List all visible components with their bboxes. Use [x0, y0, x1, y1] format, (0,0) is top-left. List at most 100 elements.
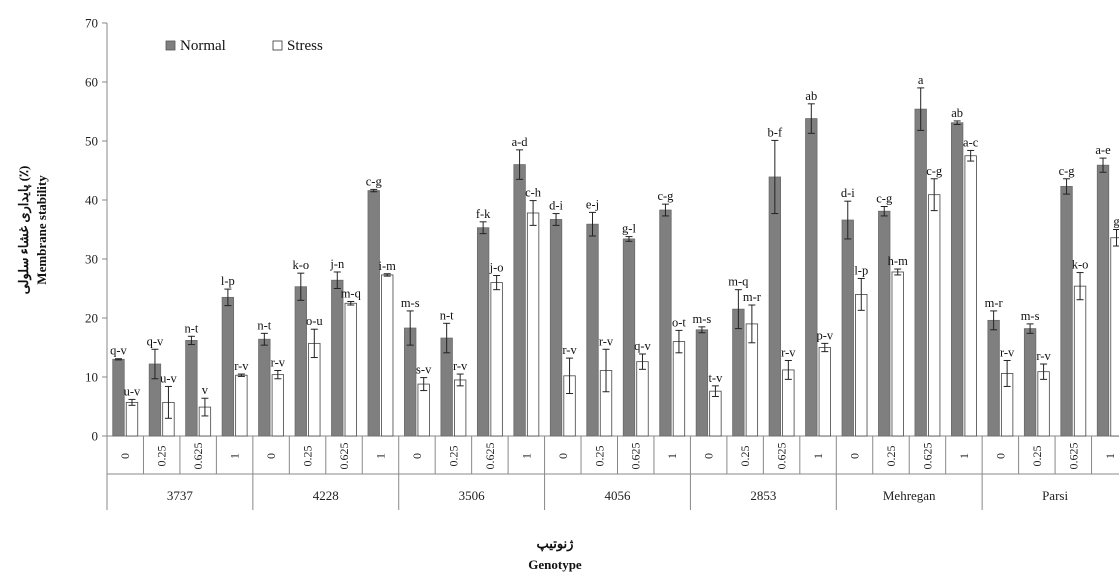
significance-label: c-g: [1059, 164, 1076, 178]
significance-label: k-o: [1072, 258, 1089, 272]
x-level-label: 1: [811, 453, 825, 459]
x-group-label: Parsi: [1042, 488, 1068, 503]
bar-stress: [1110, 237, 1119, 437]
significance-label: ab: [951, 106, 963, 120]
x-group-label: 4228: [313, 488, 339, 503]
x-level-label: 0.25: [301, 446, 315, 467]
bar-normal: [258, 338, 271, 437]
legend-label-stress: Stress: [287, 38, 323, 54]
x-level-label: 0.25: [592, 446, 606, 467]
x-level-label: 0.25: [1030, 446, 1044, 467]
significance-label: c-g: [657, 189, 674, 203]
x-level-label: 0: [993, 453, 1007, 459]
significance-label: m-q: [728, 275, 749, 289]
x-level-label: 0: [702, 453, 716, 459]
significance-label: m-s: [401, 296, 420, 310]
significance-label: c-h: [525, 186, 542, 200]
x-level-label: 0: [410, 453, 424, 459]
x-axis-label-fa: ژنوتیپ: [537, 536, 574, 552]
significance-label: u-v: [160, 371, 177, 385]
significance-label: r-v: [234, 359, 249, 373]
bar-series: q-v u-v q-v u-v n-t v l-p r-v n-t r-v k-o o-u j-n m-q…: [110, 73, 1119, 437]
bar-stress: [490, 282, 503, 437]
significance-label: j-n: [329, 257, 345, 271]
significance-label: r-v: [1036, 349, 1051, 363]
bar-normal: [805, 118, 818, 437]
significance-label: v: [202, 383, 209, 397]
bar-normal: [768, 176, 781, 437]
significance-label: g-l: [622, 222, 636, 236]
significance-label: h-m: [888, 254, 908, 268]
significance-label: u-v: [124, 384, 141, 398]
significance-label: q-v: [147, 334, 164, 348]
significance-label: a-e: [1095, 143, 1111, 157]
bar-normal: [476, 227, 490, 437]
bar-stress: [818, 347, 831, 437]
y-tick-label: 50: [85, 134, 98, 149]
bar-stress: [344, 302, 357, 437]
significance-label: r-v: [562, 343, 577, 357]
bar-normal: [622, 238, 636, 437]
bar-stress: [454, 379, 467, 437]
significance-label: r-v: [599, 334, 614, 348]
significance-label: s-v: [416, 363, 432, 377]
legend-swatch-stress: [272, 40, 283, 51]
bar-stress: [381, 274, 394, 437]
significance-label: n-t: [440, 308, 454, 322]
significance-label: r-v: [1000, 345, 1015, 359]
significance-label: a-c: [963, 135, 979, 149]
bar-stress: [235, 374, 248, 437]
y-tick-label: 60: [85, 75, 98, 90]
significance-label: c-g: [876, 191, 893, 205]
x-level-label: 0.625: [1066, 443, 1080, 470]
x-group-label: Mehregan: [883, 488, 936, 503]
significance-label: f-k: [476, 207, 491, 221]
bar-stress: [271, 374, 284, 437]
y-axis-label-fa: پایداری غشاء سلولی (٪): [16, 166, 32, 295]
bar-stress: [709, 390, 722, 437]
x-axis-label: Genotype: [528, 557, 582, 572]
x-group-label: 3506: [459, 488, 486, 503]
x-level-label: 1: [373, 453, 387, 459]
bar-normal: [294, 286, 307, 437]
y-axis-label: Membrane stability: [34, 175, 49, 285]
legend: Normal Stress: [165, 38, 323, 54]
bar-normal: [841, 219, 854, 437]
bar-normal: [878, 210, 891, 437]
y-tick-label: 20: [85, 311, 98, 326]
significance-label: j-o: [489, 261, 504, 275]
significance-label: m-s: [693, 312, 712, 326]
bar-normal: [586, 223, 599, 437]
y-axis-label-group: پایداری غشاء سلولی (٪) Membrane stabilit…: [16, 166, 49, 295]
x-level-label: 0.25: [446, 446, 460, 467]
x-level-label: 0.625: [337, 443, 351, 470]
x-level-label: 0.625: [920, 443, 934, 470]
x-level-label: 1: [228, 453, 242, 459]
significance-label: i-m: [379, 259, 397, 273]
x-group-label: 4056: [605, 488, 632, 503]
bar-stress: [1073, 285, 1087, 437]
bar-normal: [112, 358, 125, 437]
significance-label: b-f: [768, 125, 783, 139]
significance-label: g: [1113, 215, 1119, 229]
y-tick-label: 70: [85, 16, 98, 31]
significance-label: m-r: [985, 296, 1004, 310]
significance-label: o-u: [306, 314, 323, 328]
x-level-label: 0.25: [155, 446, 169, 467]
x-level-label: 0: [264, 453, 278, 459]
significance-label: l-p: [854, 263, 868, 277]
significance-label: ab: [805, 89, 817, 103]
significance-label: a-d: [512, 135, 529, 149]
y-tick-label: 0: [92, 429, 99, 444]
significance-label: m-s: [1021, 309, 1040, 323]
bar-normal: [549, 219, 563, 437]
significance-label: k-o: [292, 258, 309, 272]
bar-stress: [672, 341, 686, 437]
x-level-label: 0: [848, 453, 862, 459]
bar-normal: [1096, 164, 1110, 437]
significance-label: r-v: [271, 356, 286, 370]
bar-normal: [659, 209, 672, 437]
significance-label: p-v: [816, 328, 833, 342]
bar-normal: [331, 279, 344, 437]
